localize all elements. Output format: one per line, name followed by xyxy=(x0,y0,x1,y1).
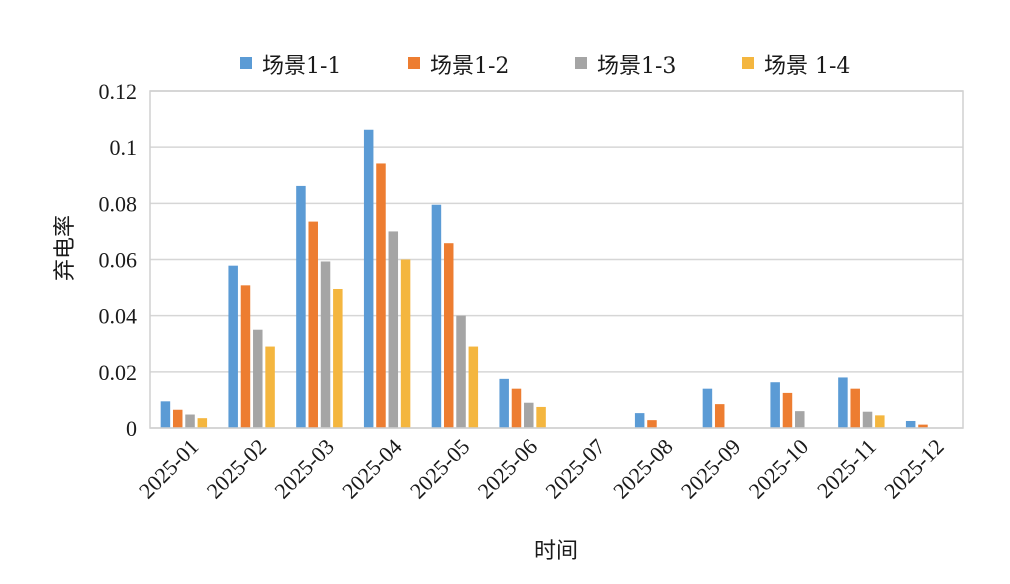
bar-1-2025-05 xyxy=(431,204,442,428)
legend-swatch xyxy=(408,57,420,69)
legend-label: 场景1-1 xyxy=(262,54,341,79)
bar-1-2025-04 xyxy=(363,129,374,428)
bar-3-2025-10 xyxy=(795,411,805,428)
bar-3-2025-05 xyxy=(456,315,466,428)
x-tick-label: 2025-12 xyxy=(879,434,949,504)
y-tick-label: 0.06 xyxy=(99,248,138,273)
legend-label: 场景1-3 xyxy=(597,54,676,79)
bar-4-2025-06 xyxy=(536,406,546,428)
x-tick-label: 2025-06 xyxy=(473,434,543,504)
bar-1-2025-11 xyxy=(838,377,848,428)
legend-swatch xyxy=(575,57,587,69)
bar-2-2025-12 xyxy=(918,424,928,428)
x-tick-label: 2025-08 xyxy=(608,434,678,504)
x-tick-label: 2025-11 xyxy=(812,434,881,503)
x-axis-ticks: 2025-012025-022025-032025-042025-052025-… xyxy=(134,434,949,504)
x-tick-label: 2025-05 xyxy=(405,434,475,504)
y-tick-label: 0.08 xyxy=(99,191,138,216)
legend-label: 场景 1-4 xyxy=(764,54,850,79)
bar-2-2025-10 xyxy=(782,392,793,428)
bar-2-2025-04 xyxy=(376,163,386,428)
legend-label: 场景1-2 xyxy=(430,54,509,79)
bar-2-2025-08 xyxy=(647,420,657,428)
x-tick-label: 2025-10 xyxy=(744,434,814,504)
bar-2-2025-11 xyxy=(850,388,860,428)
bar-4-2025-05 xyxy=(468,346,479,428)
legend-swatch xyxy=(240,57,252,69)
x-tick-label: 2025-04 xyxy=(337,434,407,504)
y-tick-label: 0 xyxy=(126,416,137,441)
bar-1-2025-08 xyxy=(634,413,645,428)
bar-4-2025-02 xyxy=(265,346,275,428)
y-tick-label: 0.12 xyxy=(99,79,138,104)
x-tick-label: 2025-02 xyxy=(202,434,272,504)
bar-2-2025-05 xyxy=(443,243,454,428)
y-axis-ticks: 0 0.02 0.04 0.06 0.08 0.1 0.12 xyxy=(99,79,138,441)
bar-3-2025-02 xyxy=(253,329,263,428)
x-tick-label: 2025-09 xyxy=(676,434,746,504)
y-axis-title: 弃电率 xyxy=(53,215,78,281)
bar-4-2025-03 xyxy=(333,288,343,428)
bar-2-2025-09 xyxy=(714,404,725,428)
bar-4-2025-04 xyxy=(400,259,411,428)
plot-area-frame xyxy=(149,90,964,429)
y-tick-label: 0.02 xyxy=(99,360,138,385)
bar-1-2025-12 xyxy=(905,420,916,428)
bar-1-2025-09 xyxy=(702,388,713,428)
bar-2-2025-01 xyxy=(172,409,183,428)
bar-1-2025-10 xyxy=(770,382,780,428)
legend-swatch xyxy=(742,57,754,69)
bar-2-2025-03 xyxy=(308,221,318,428)
bars xyxy=(160,129,928,428)
bar-4-2025-01 xyxy=(197,418,208,428)
bar-1-2025-06 xyxy=(499,378,509,428)
bar-2-2025-02 xyxy=(240,285,251,428)
bar-3-2025-04 xyxy=(388,231,399,428)
bar-1-2025-02 xyxy=(228,265,238,428)
bar-1-2025-03 xyxy=(296,185,306,428)
bar-4-2025-11 xyxy=(875,415,885,428)
x-tick-label: 2025-07 xyxy=(540,434,610,504)
y-tick-label: 0.1 xyxy=(110,135,138,160)
y-tick-label: 0.04 xyxy=(99,304,138,329)
bar-3-2025-11 xyxy=(862,411,873,428)
bar-2-2025-06 xyxy=(511,388,522,428)
x-tick-label: 2025-01 xyxy=(134,434,204,504)
legend: 场景1-1 场景1-2 场景1-3 场景 1-4 xyxy=(240,54,850,79)
x-tick-label: 2025-03 xyxy=(269,434,339,504)
bar-1-2025-01 xyxy=(160,401,171,428)
bar-3-2025-01 xyxy=(185,414,195,428)
bar-3-2025-03 xyxy=(320,261,331,428)
bar-3-2025-06 xyxy=(524,402,534,428)
x-axis-title: 时间 xyxy=(534,539,578,564)
